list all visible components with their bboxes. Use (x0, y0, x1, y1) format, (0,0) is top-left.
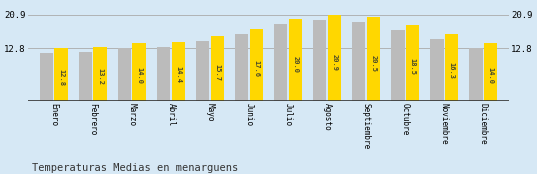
Bar (367, 17, 380, 101)
Text: 17.6: 17.6 (253, 60, 259, 77)
Bar (469, 48, 483, 101)
Bar (405, 25, 419, 101)
Bar (157, 47, 170, 101)
Bar (40, 53, 53, 101)
Text: 14.4: 14.4 (176, 66, 182, 83)
Bar (118, 48, 132, 101)
Bar (250, 29, 263, 101)
Bar (352, 22, 366, 101)
Text: Temperaturas Medias en menarguens: Temperaturas Medias en menarguens (32, 163, 238, 173)
Text: 14.0: 14.0 (488, 67, 494, 84)
Bar (171, 42, 185, 101)
Text: 14.0: 14.0 (136, 67, 142, 84)
Text: 20.9: 20.9 (331, 54, 337, 71)
Bar (54, 48, 68, 101)
Bar (235, 34, 249, 101)
Bar (430, 39, 444, 101)
Text: 13.2: 13.2 (97, 68, 103, 85)
Text: 16.3: 16.3 (448, 62, 454, 80)
Bar (445, 34, 459, 101)
Bar (274, 24, 287, 101)
Text: 12.8: 12.8 (58, 69, 64, 86)
Bar (484, 44, 497, 101)
Bar (313, 20, 326, 101)
Text: 18.5: 18.5 (410, 58, 416, 75)
Text: 15.7: 15.7 (214, 64, 220, 81)
Text: 20.5: 20.5 (371, 55, 376, 72)
Bar (211, 36, 224, 101)
Bar (328, 15, 342, 101)
Bar (93, 47, 107, 101)
Bar (391, 30, 404, 101)
Text: 20.0: 20.0 (293, 56, 299, 73)
Bar (78, 52, 92, 101)
Bar (133, 44, 146, 101)
Bar (195, 41, 209, 101)
Bar (288, 19, 302, 101)
